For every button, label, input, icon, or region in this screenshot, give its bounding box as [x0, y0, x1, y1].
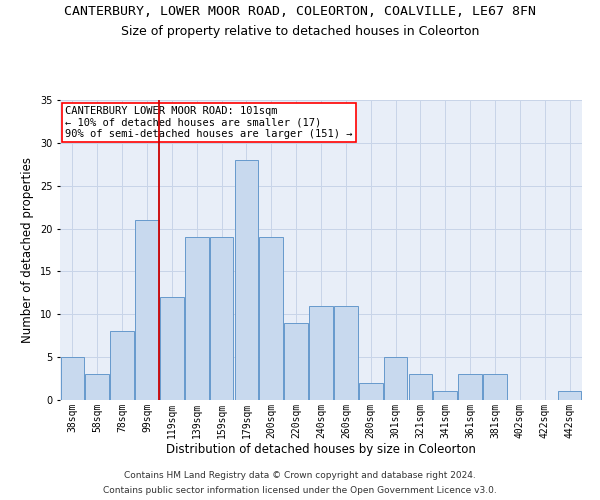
Bar [384, 357, 407, 400]
Text: CANTERBURY LOWER MOOR ROAD: 101sqm
← 10% of detached houses are smaller (17)
90%: CANTERBURY LOWER MOOR ROAD: 101sqm ← 10%… [65, 106, 353, 139]
Bar [185, 237, 209, 400]
Text: CANTERBURY, LOWER MOOR ROAD, COLEORTON, COALVILLE, LE67 8FN: CANTERBURY, LOWER MOOR ROAD, COLEORTON, … [64, 5, 536, 18]
Bar [235, 160, 258, 400]
Bar [61, 357, 84, 400]
Bar [359, 383, 383, 400]
Bar [334, 306, 358, 400]
Bar [558, 392, 581, 400]
Bar [110, 332, 134, 400]
Text: Distribution of detached houses by size in Coleorton: Distribution of detached houses by size … [166, 442, 476, 456]
Bar [160, 297, 184, 400]
Text: Contains HM Land Registry data © Crown copyright and database right 2024.: Contains HM Land Registry data © Crown c… [124, 471, 476, 480]
Bar [458, 374, 482, 400]
Bar [284, 323, 308, 400]
Bar [483, 374, 507, 400]
Bar [210, 237, 233, 400]
Text: Size of property relative to detached houses in Coleorton: Size of property relative to detached ho… [121, 25, 479, 38]
Bar [309, 306, 333, 400]
Bar [85, 374, 109, 400]
Text: Contains public sector information licensed under the Open Government Licence v3: Contains public sector information licen… [103, 486, 497, 495]
Bar [409, 374, 432, 400]
Bar [433, 392, 457, 400]
Bar [135, 220, 159, 400]
Bar [259, 237, 283, 400]
Y-axis label: Number of detached properties: Number of detached properties [22, 157, 34, 343]
